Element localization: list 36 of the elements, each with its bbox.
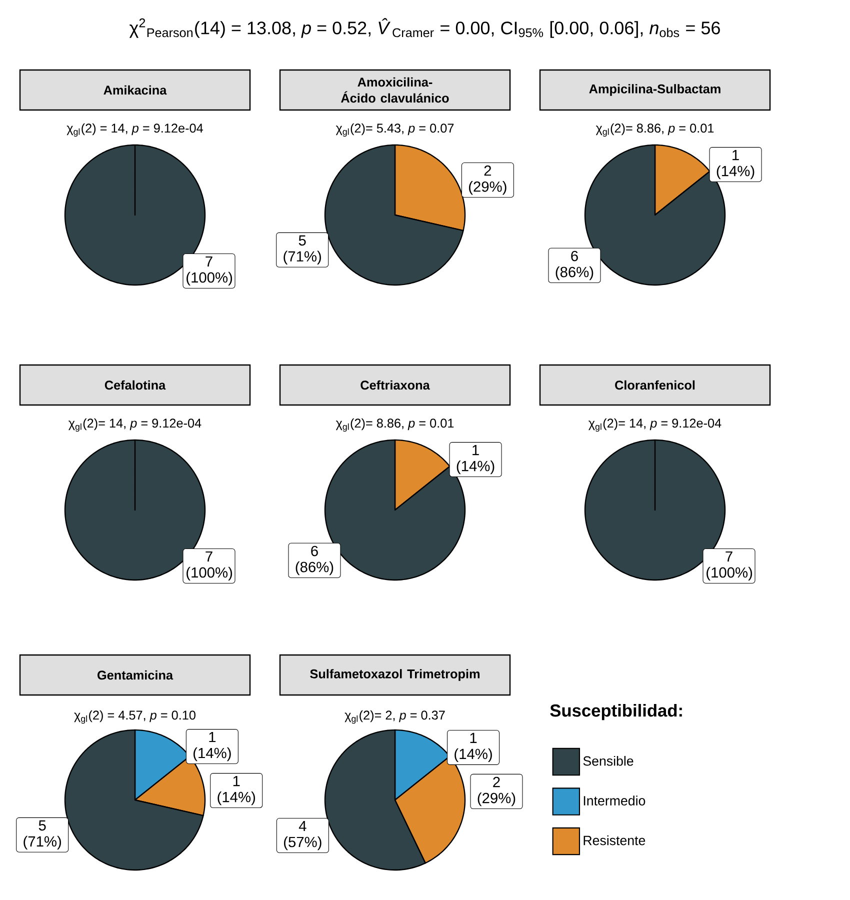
data-label: 5 (71%) <box>284 235 321 264</box>
chart-subtitle: χ$_{gl}$(2)= 8.86, p = 0.01 <box>336 418 454 432</box>
chart-subtitle: χ$_{gl}$(2)= 5.43, p = 0.07 <box>336 123 454 137</box>
chart-subtitle: χ$_{gl}$(2)= 2, p = 0.37 <box>344 710 445 724</box>
chart-title: Ampicilina-Sulbactam <box>589 84 720 96</box>
data-label: 1 (14%) <box>218 776 256 806</box>
data-label: 7 (100%) <box>186 256 232 286</box>
data-label: 6 (86%) <box>556 250 594 280</box>
data-label: 4 (57%) <box>284 820 322 850</box>
chart-title: Gentamicina <box>98 670 174 680</box>
data-label: 1 (14%) <box>456 444 494 474</box>
data-label: 2 (29%) <box>469 165 506 195</box>
data-label: 6 (86%) <box>296 546 334 576</box>
chart-subtitle: χ$_{gl}$(2)= 14, p = 9.12e-04 <box>68 418 202 432</box>
chart-subtitle: χ$_{gl}$(2) = 4.57, p = 0.10 <box>74 710 196 724</box>
data-label: 1 (14%) <box>716 150 754 180</box>
chart-subtitle: χ$_{gl}$(2)= 8.86, p = 0.01 <box>596 123 714 137</box>
chart-title: Amikacina <box>104 85 167 95</box>
data-label: 7 (100%) <box>186 551 232 581</box>
legend-label: Resistente <box>584 835 646 846</box>
chart-subtitle: χ$_{gl}$(2) = 14, p = 9.12e-04 <box>66 123 203 137</box>
legend-label: Intermedio <box>584 796 646 806</box>
data-label: 1 (14%) <box>194 732 231 762</box>
legend-label: Sensible <box>583 756 634 766</box>
chart-title: Amoxicilina- Ácido clavulánico <box>341 77 449 103</box>
legend-title: Susceptibilidad: <box>550 704 682 720</box>
chart-title: Cloranfenicol <box>615 380 695 390</box>
data-label: 1 (14%) <box>454 732 492 762</box>
chart-title: Ceftriaxona <box>360 380 430 390</box>
data-label: 7 (100%) <box>706 551 752 581</box>
chart-title: Cefalotina <box>104 380 166 390</box>
data-label: 5 (71%) <box>24 820 61 850</box>
chart-title: χ$^{2}$$_{Pearson}$(14) = 13.08, p = 0.52, V̂$_{Cramer}$ = 0.00, CI$_{95%}$ [0.00, 0.06], n$_{obs}$ = 56 <box>129 18 720 38</box>
data-label: 2 (29%) <box>478 776 516 806</box>
chart-subtitle: χ$_{gl}$(2)= 14, p = 9.12e-04 <box>588 418 722 432</box>
chart-title: Sulfametoxazol Trimetropim <box>310 669 480 681</box>
